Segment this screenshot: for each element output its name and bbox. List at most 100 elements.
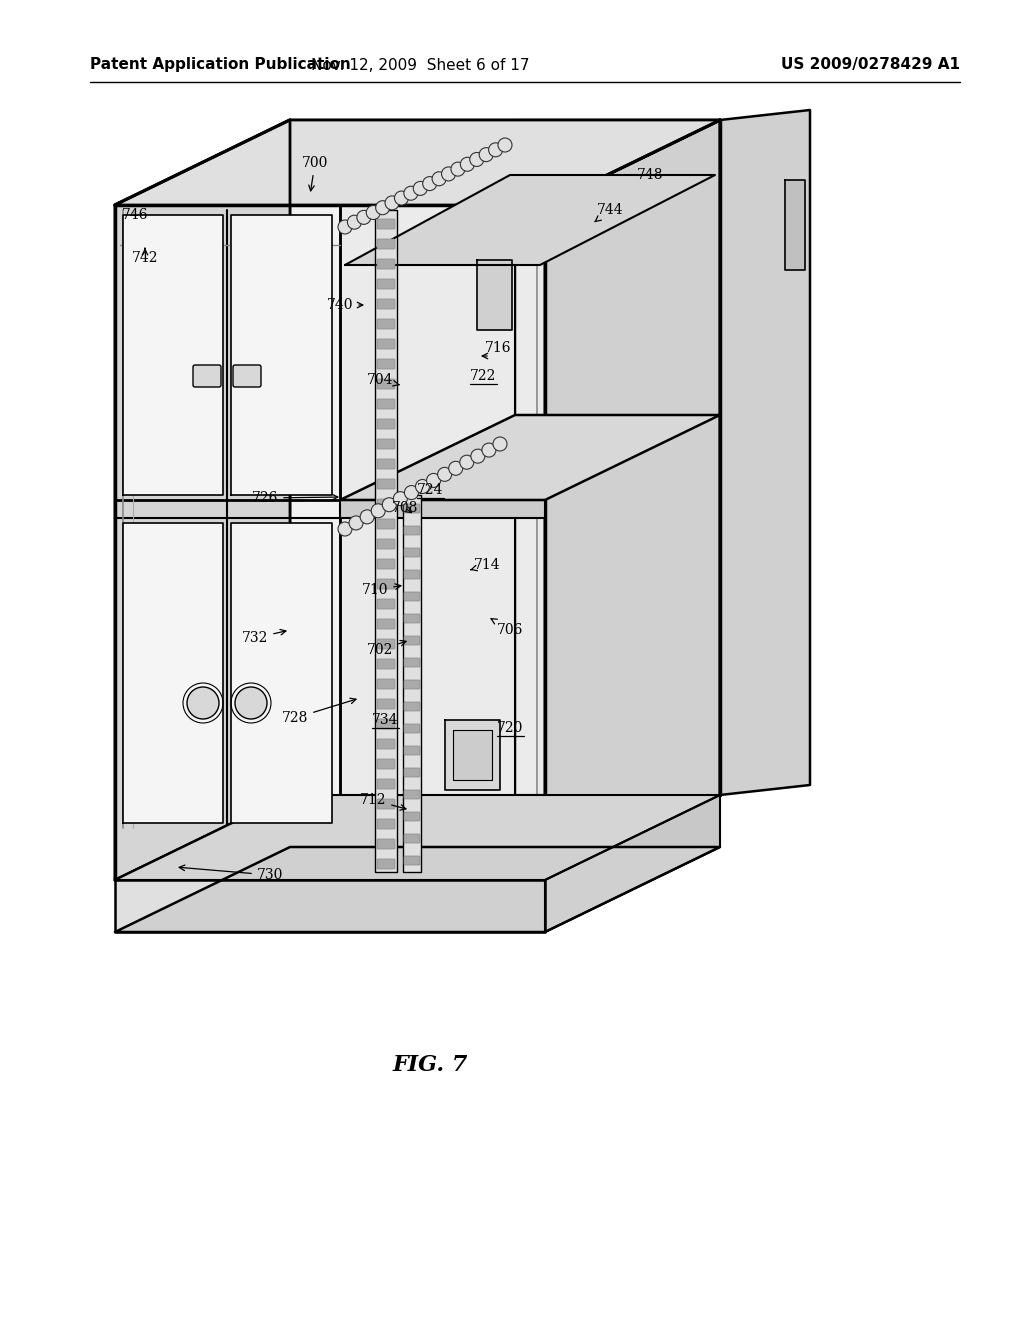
Text: 700: 700: [302, 156, 328, 191]
FancyBboxPatch shape: [377, 639, 395, 649]
FancyBboxPatch shape: [193, 366, 221, 387]
Circle shape: [479, 148, 494, 161]
FancyBboxPatch shape: [377, 499, 395, 510]
FancyBboxPatch shape: [377, 739, 395, 748]
Circle shape: [423, 177, 436, 190]
Circle shape: [461, 157, 474, 172]
Circle shape: [393, 491, 408, 506]
Circle shape: [414, 181, 427, 195]
FancyBboxPatch shape: [377, 440, 395, 449]
FancyBboxPatch shape: [377, 840, 395, 849]
Text: 714: 714: [471, 558, 501, 572]
Text: 734: 734: [372, 713, 398, 727]
FancyBboxPatch shape: [377, 619, 395, 630]
FancyBboxPatch shape: [377, 779, 395, 789]
Polygon shape: [115, 205, 340, 880]
Circle shape: [471, 449, 484, 463]
Circle shape: [349, 516, 364, 529]
FancyBboxPatch shape: [377, 519, 395, 529]
Circle shape: [498, 139, 512, 152]
Polygon shape: [115, 120, 720, 205]
Text: 710: 710: [361, 583, 400, 597]
Circle shape: [449, 461, 463, 475]
Text: 720: 720: [497, 721, 523, 735]
Text: FIG. 7: FIG. 7: [392, 1053, 468, 1076]
FancyBboxPatch shape: [377, 659, 395, 669]
Circle shape: [372, 504, 385, 517]
Circle shape: [488, 143, 503, 157]
Circle shape: [482, 444, 496, 457]
Polygon shape: [445, 719, 500, 789]
FancyBboxPatch shape: [377, 418, 395, 429]
FancyBboxPatch shape: [377, 700, 395, 709]
Circle shape: [385, 195, 399, 210]
FancyBboxPatch shape: [404, 504, 420, 513]
FancyBboxPatch shape: [377, 719, 395, 729]
Circle shape: [427, 474, 440, 487]
FancyBboxPatch shape: [377, 859, 395, 869]
Polygon shape: [115, 880, 545, 932]
FancyBboxPatch shape: [377, 379, 395, 389]
FancyBboxPatch shape: [377, 399, 395, 409]
FancyBboxPatch shape: [404, 591, 420, 601]
Text: 730: 730: [179, 865, 284, 882]
FancyBboxPatch shape: [377, 219, 395, 228]
FancyBboxPatch shape: [377, 479, 395, 488]
Polygon shape: [545, 795, 720, 932]
FancyBboxPatch shape: [404, 680, 420, 689]
Circle shape: [441, 166, 456, 181]
Text: 722: 722: [470, 370, 497, 383]
Circle shape: [432, 172, 446, 186]
Circle shape: [394, 191, 409, 205]
FancyBboxPatch shape: [377, 339, 395, 348]
FancyBboxPatch shape: [377, 319, 395, 329]
Text: Patent Application Publication: Patent Application Publication: [90, 58, 351, 73]
FancyBboxPatch shape: [377, 759, 395, 770]
Polygon shape: [375, 210, 397, 873]
FancyBboxPatch shape: [404, 746, 420, 755]
FancyBboxPatch shape: [377, 239, 395, 249]
Polygon shape: [115, 847, 720, 932]
FancyBboxPatch shape: [377, 359, 395, 370]
Circle shape: [367, 206, 380, 219]
Circle shape: [403, 186, 418, 201]
FancyBboxPatch shape: [404, 657, 420, 667]
Polygon shape: [340, 205, 545, 880]
Circle shape: [376, 201, 390, 215]
FancyBboxPatch shape: [404, 548, 420, 557]
Polygon shape: [785, 180, 805, 271]
Polygon shape: [345, 176, 715, 265]
FancyBboxPatch shape: [404, 789, 420, 799]
Text: 748: 748: [637, 168, 664, 182]
Polygon shape: [453, 730, 492, 780]
Circle shape: [356, 210, 371, 224]
Text: 712: 712: [359, 793, 406, 810]
Text: 724: 724: [417, 483, 443, 498]
Circle shape: [416, 479, 429, 494]
Text: US 2009/0278429 A1: US 2009/0278429 A1: [781, 58, 961, 73]
Text: 702: 702: [367, 640, 407, 657]
Circle shape: [234, 686, 267, 719]
Text: 742: 742: [132, 248, 159, 265]
Text: 716: 716: [484, 341, 511, 355]
FancyBboxPatch shape: [377, 678, 395, 689]
FancyBboxPatch shape: [404, 702, 420, 711]
FancyBboxPatch shape: [377, 579, 395, 589]
Circle shape: [382, 498, 396, 512]
Circle shape: [347, 215, 361, 230]
Circle shape: [451, 162, 465, 176]
FancyBboxPatch shape: [233, 366, 261, 387]
Polygon shape: [231, 523, 332, 822]
Circle shape: [404, 486, 419, 499]
Text: Nov. 12, 2009  Sheet 6 of 17: Nov. 12, 2009 Sheet 6 of 17: [310, 58, 529, 73]
FancyBboxPatch shape: [404, 570, 420, 579]
Polygon shape: [115, 795, 720, 880]
FancyBboxPatch shape: [377, 279, 395, 289]
FancyBboxPatch shape: [377, 300, 395, 309]
FancyBboxPatch shape: [404, 855, 420, 865]
Circle shape: [470, 153, 483, 166]
FancyBboxPatch shape: [404, 525, 420, 535]
Polygon shape: [340, 414, 720, 500]
Polygon shape: [123, 523, 223, 822]
Circle shape: [338, 220, 352, 234]
